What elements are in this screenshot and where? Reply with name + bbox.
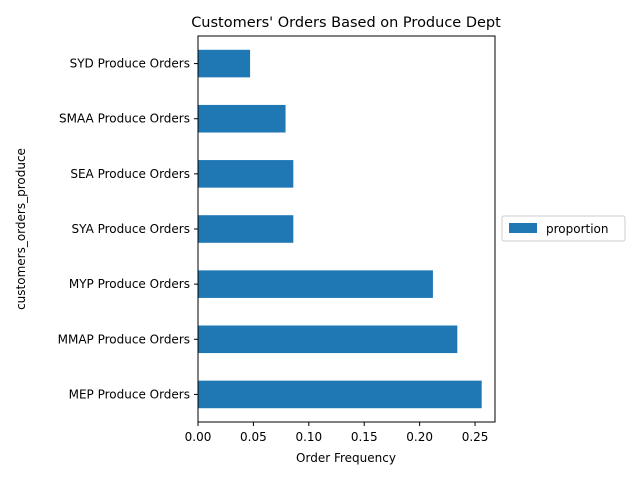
y-tick-label: SMAA Produce Orders [59,112,190,126]
legend-label: proportion [546,222,609,236]
x-tick-label: 0.05 [240,430,267,444]
bar-smaa [198,104,286,133]
chart-title: Customers' Orders Based on Produce Dept [191,15,501,31]
x-tick-label: 0.25 [462,430,489,444]
legend-swatch [509,223,537,233]
bar-sya [198,215,294,243]
y-tick-label: SYA Produce Orders [72,222,190,236]
bar-mmap [198,325,458,354]
x-tick-label: 0.20 [406,430,433,444]
plot-frame [197,35,496,423]
legend: proportion [501,215,626,242]
x-tick-label: 0.10 [295,430,322,444]
y-axis-ticks: MEP Produce Orders MMAP Produce Orders MYP… [58,57,198,401]
x-tick-label: 0.00 [185,430,212,444]
y-axis-label: customers_orders_produce [14,148,28,310]
x-axis-ticks: 0.00 0.05 0.10 0.15 0.20 0.25 [185,422,489,444]
y-tick-label: MEP Produce Orders [69,387,190,401]
bars-group [198,49,482,409]
bar-myp [198,270,433,298]
bar-mep [198,380,482,409]
y-tick-label: SEA Produce Orders [70,167,190,181]
y-tick-label: MYP Produce Orders [69,277,190,291]
legend-frame [501,215,626,242]
y-tick-label: SYD Produce Orders [70,57,190,71]
x-tick-label: 0.15 [351,430,378,444]
bar-sea [198,160,294,188]
y-tick-label: MMAP Produce Orders [58,332,190,346]
bar-syd [198,49,251,78]
x-axis-label: Order Frequency [296,451,396,465]
